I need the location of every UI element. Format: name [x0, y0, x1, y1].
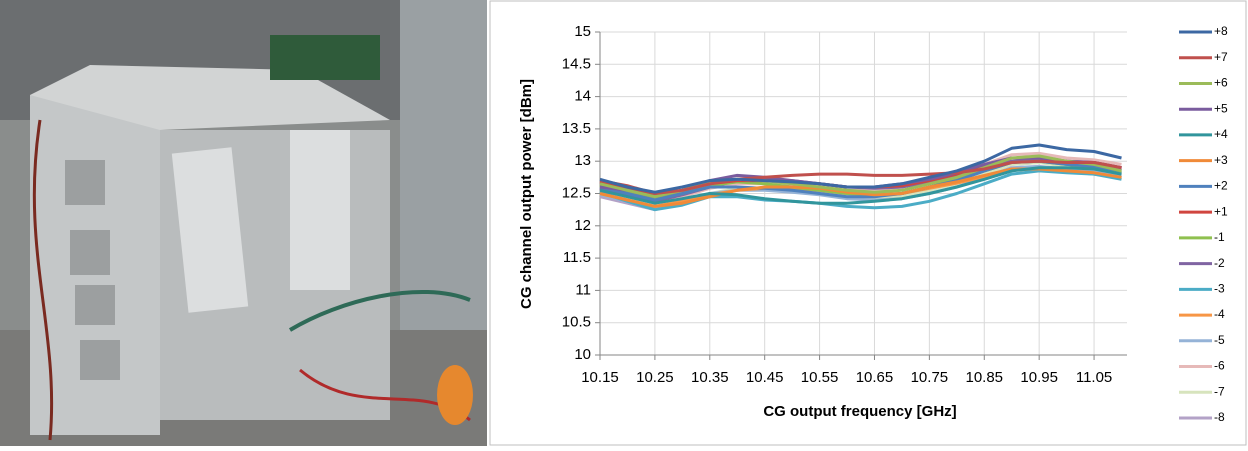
legend-text: -6 — [1214, 359, 1225, 373]
x-tick-label: 10.85 — [965, 369, 1003, 386]
y-tick-label: 11 — [575, 281, 591, 298]
y-tick-label: 10 — [574, 346, 591, 363]
y-tick-label: 12.5 — [562, 184, 591, 201]
y-tick-label: 12 — [574, 217, 591, 234]
y-tick-label: 15 — [574, 23, 591, 40]
legend-text: -4 — [1214, 307, 1225, 321]
legend-text: +3 — [1214, 153, 1228, 167]
legend-text: +1 — [1214, 204, 1228, 218]
legend-text: -8 — [1214, 410, 1225, 424]
y-tick-label: 13 — [574, 152, 591, 169]
legend-text: -1 — [1214, 230, 1225, 244]
page: CG output frequency [GHz] CG channel out… — [0, 0, 1248, 446]
x-tick-label: 10.95 — [1020, 369, 1058, 386]
y-tick-label: 10.5 — [562, 314, 591, 331]
x-tick-label: 10.65 — [856, 369, 894, 386]
legend-text: +7 — [1214, 50, 1228, 64]
y-tick-label: 14.5 — [562, 55, 591, 72]
legend-text: +2 — [1214, 179, 1228, 193]
x-axis-title: CG output frequency [GHz] — [763, 403, 956, 420]
y-tick-label: 13.5 — [562, 120, 591, 137]
x-tick-label: 10.25 — [636, 369, 674, 386]
legend-text: +4 — [1214, 127, 1228, 141]
x-tick-label: 10.55 — [801, 369, 839, 386]
x-tick-label: 10.35 — [691, 369, 729, 386]
legend-text: -7 — [1214, 384, 1225, 398]
legend-text: +6 — [1214, 76, 1228, 90]
y-tick-label: 11.5 — [563, 249, 591, 266]
legend-text: -2 — [1214, 256, 1225, 270]
photo — [0, 0, 487, 446]
legend-text: -3 — [1214, 282, 1225, 296]
legend-text: +8 — [1214, 24, 1228, 38]
x-tick-label: 11.05 — [1076, 369, 1112, 386]
x-tick-label: 10.15 — [581, 369, 619, 386]
figure: CG output frequency [GHz] CG channel out… — [0, 0, 1248, 446]
y-tick-label: 14 — [574, 88, 591, 105]
x-tick-label: 10.75 — [911, 369, 949, 386]
y-axis-title: CG channel output power [dBm] — [518, 79, 535, 309]
x-tick-label: 10.45 — [746, 369, 784, 386]
legend-text: +5 — [1214, 101, 1228, 115]
legend-text: -5 — [1214, 333, 1225, 347]
